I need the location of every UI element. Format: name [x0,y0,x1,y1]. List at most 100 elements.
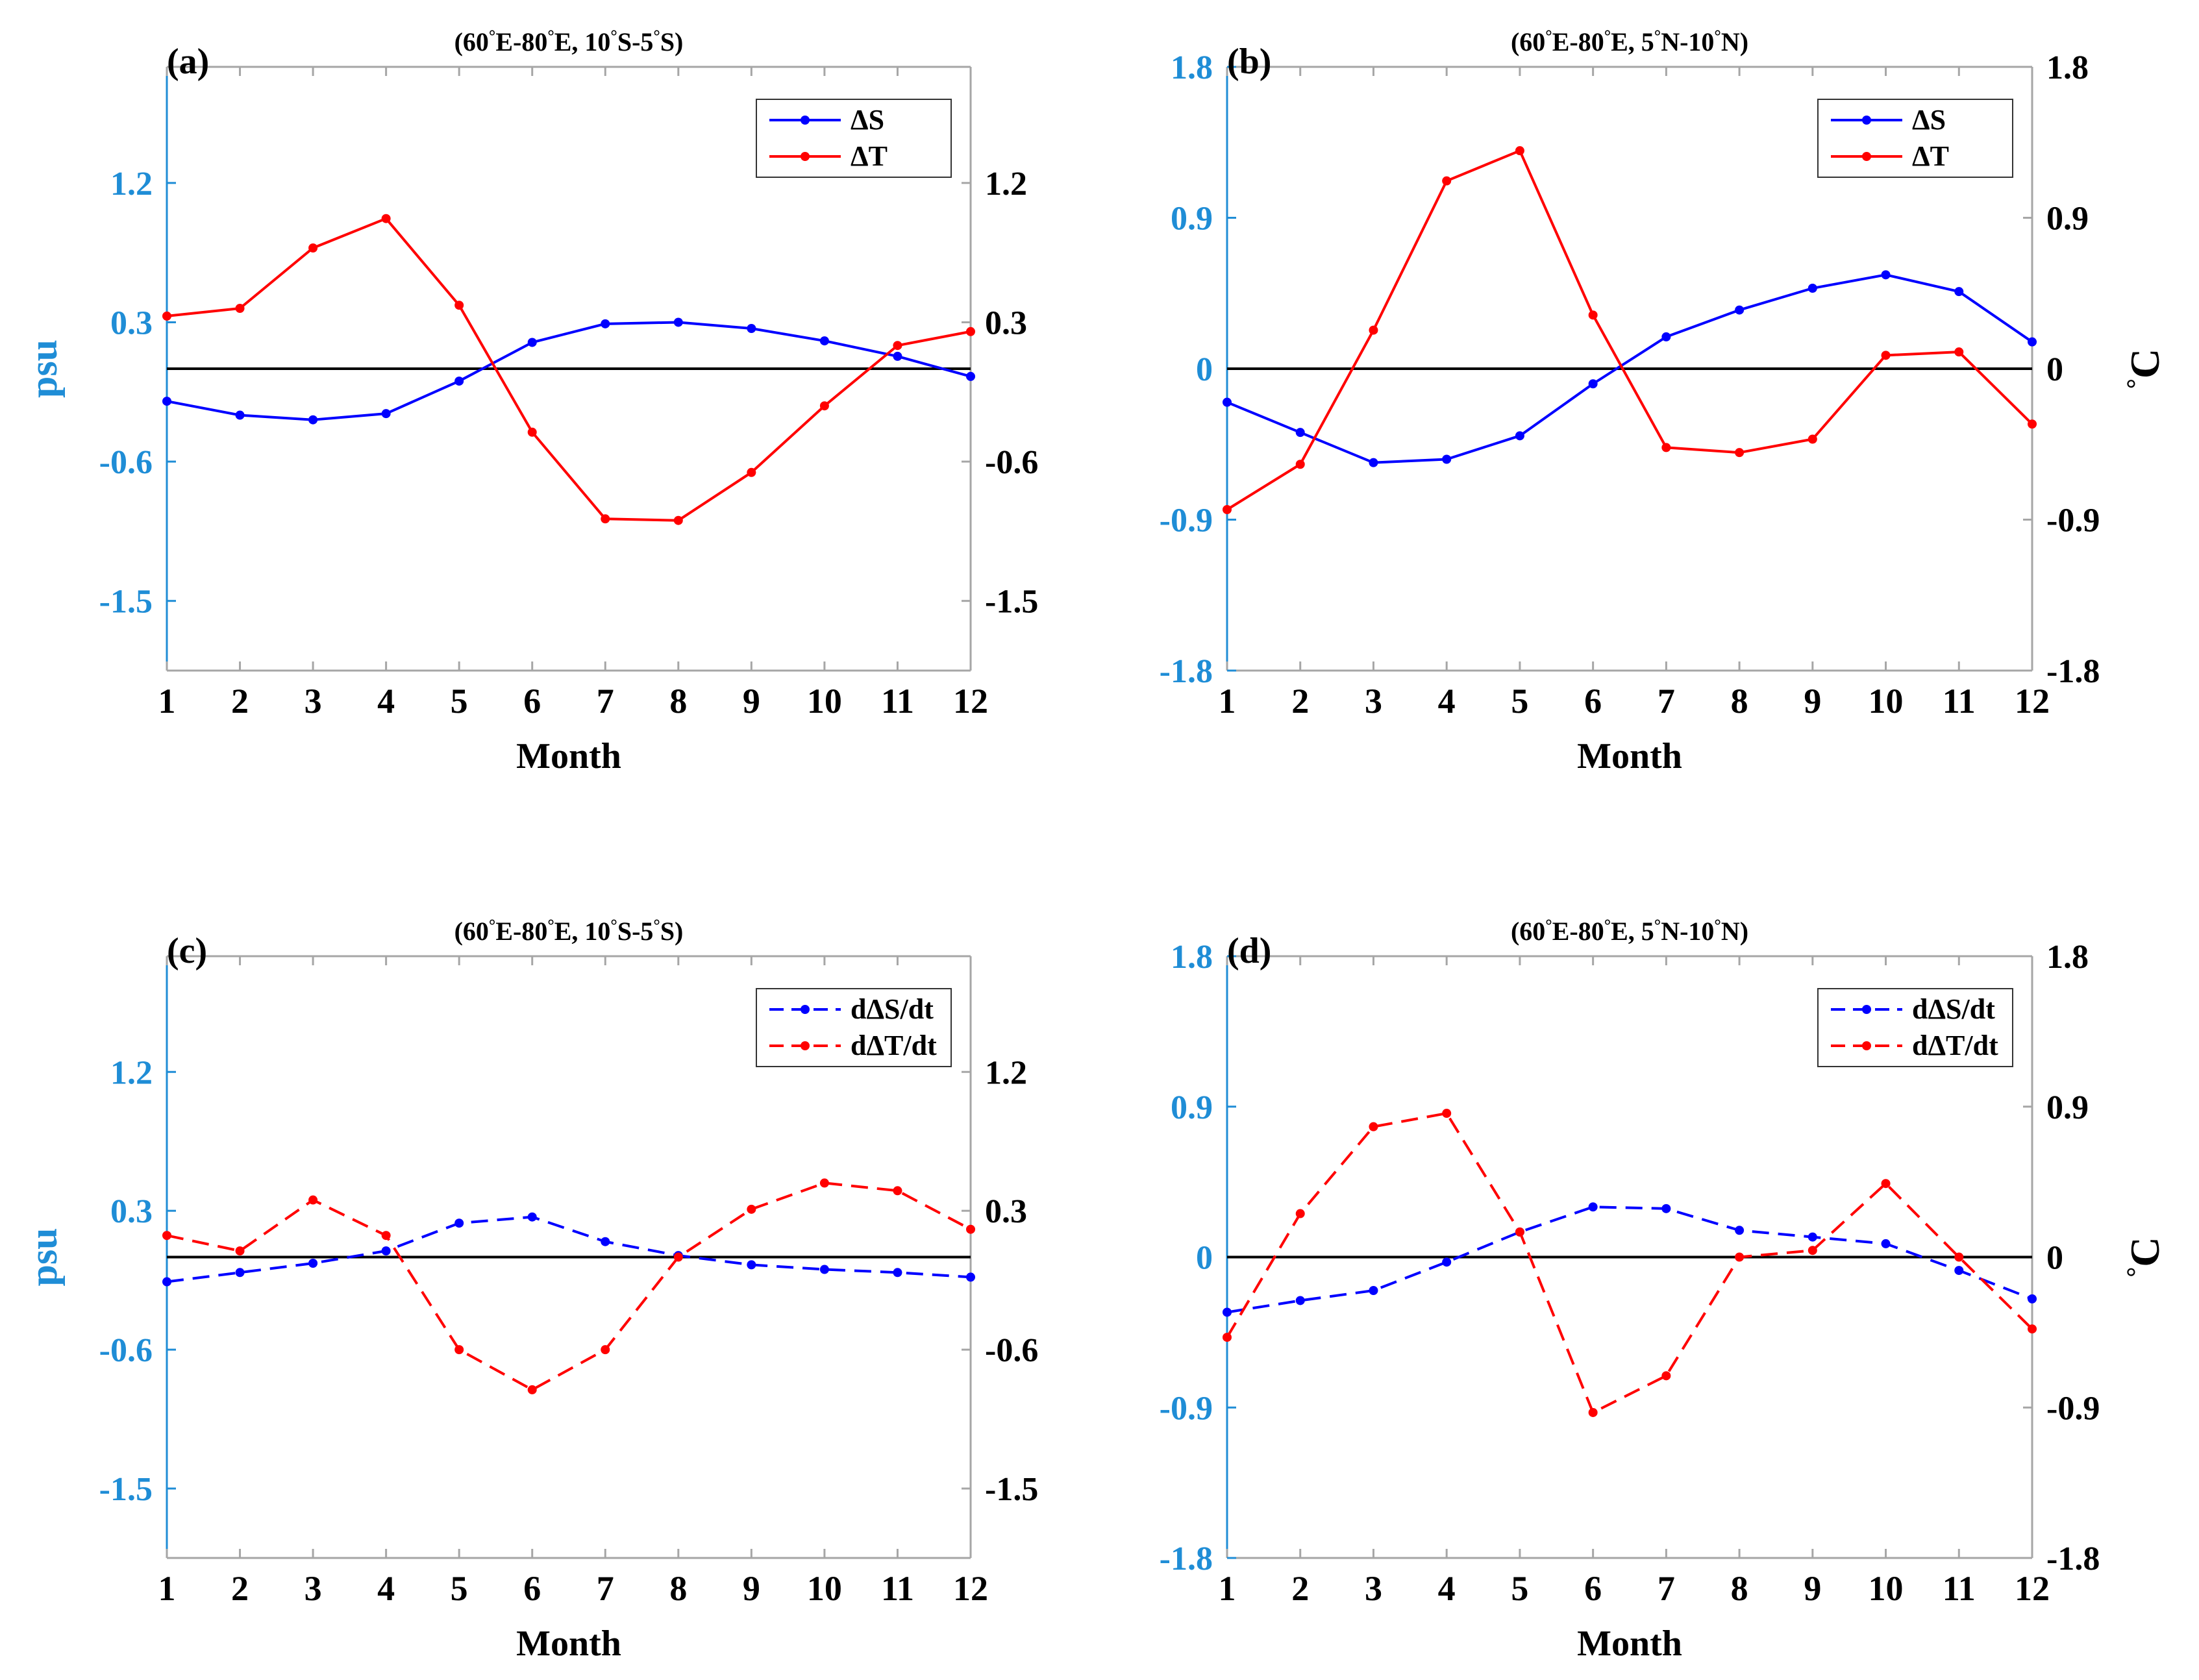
data-point [1515,431,1524,441]
x-tick-label: 2 [1291,682,1309,721]
x-tick-label: 11 [1943,1569,1976,1608]
data-point [1223,505,1232,514]
panel-label: (c) [167,931,207,971]
x-tick-label: 9 [743,1569,760,1608]
data-point [454,1218,464,1228]
data-point [1588,379,1598,389]
panel-b: 1 2 3 4 5 6 7 8 9 10 11 121.80.90-0.9-1.81.80.90-0.… [1160,27,2168,777]
x-tick-label: 4 [377,682,395,721]
panel-a: 1 2 3 4 5 6 7 8 9 10 11 121.20.3-0.6-1.51.20.3-0.6-… [22,27,1038,777]
data-point [1588,310,1598,320]
data-point [673,1252,683,1262]
y-tick-label-left: -0.9 [1160,1390,1213,1427]
x-tick-label: 11 [881,1569,914,1608]
legend-label: ΔS [851,104,884,136]
data-point [1588,1202,1598,1212]
data-point [1515,146,1524,156]
data-point [2028,337,2037,347]
data-point [1295,460,1305,469]
series-line-salinity [166,1215,971,1283]
data-point [1661,443,1671,452]
x-tick-label: 2 [231,682,249,721]
data-point [2028,419,2037,429]
data-point [1223,397,1232,407]
data-point [1515,1227,1524,1237]
data-point [1223,1333,1232,1342]
y-tick-label-right: 0 [2046,1240,2063,1277]
data-point [601,514,610,524]
data-point [893,1186,902,1196]
x-tick-label: 5 [1511,1569,1528,1608]
y-tick-label-left: 0.3 [110,304,153,341]
data-point [527,427,537,437]
data-point [1295,1209,1305,1218]
data-point [162,1231,171,1241]
data-point [747,324,756,333]
data-point [235,1246,245,1255]
y-tick-label-right: -0.9 [2046,502,2100,539]
data-point [1295,428,1305,438]
y-tick-label-left: 0 [1196,1240,1213,1277]
x-tick-label: 9 [1804,682,1821,721]
x-tick-label: 3 [304,1569,322,1608]
data-point [1954,347,1964,357]
data-point [381,409,391,419]
data-point [1588,1407,1598,1417]
data-point [1735,305,1745,315]
x-axis-label: Month [516,736,621,776]
y-tick-label-left: -1.5 [99,1471,153,1508]
data-point [1661,1371,1671,1381]
legend: dΔS/dt dΔT/dt [756,988,952,1067]
x-tick-label: 5 [1511,682,1528,721]
x-tick-label: 10 [1869,682,1904,721]
data-point [454,1345,464,1355]
panel-c: 1 2 3 4 5 6 7 8 9 10 11 121.20.3-0.6-1.51.20.3-0.6-… [22,916,1038,1664]
y-tick-label-left: 1.8 [1171,49,1213,86]
x-tick-label: 3 [304,682,322,721]
data-point [454,377,464,386]
legend-box [1817,99,2013,178]
legend-marker [801,152,810,161]
data-point [1808,1246,1817,1255]
legend-label: ΔS [1912,104,1946,136]
legend-marker [1862,152,1871,161]
y-axis-label-left: psu [22,1228,65,1286]
data-point [527,1385,537,1394]
data-point [454,301,464,310]
y-tick-label-left: 0.9 [1171,201,1213,238]
x-tick-label: 7 [1658,1569,1675,1608]
data-point [966,327,975,336]
data-point [1881,1239,1891,1248]
data-point [1369,458,1378,467]
data-point [1442,454,1452,464]
data-point [1808,1232,1817,1242]
series-line-temperature [1226,1112,2033,1414]
data-point [1954,1266,1964,1276]
legend: dΔS/dt dΔT/dt [1817,988,2013,1067]
x-tick-label: 2 [1291,1569,1309,1608]
y-tick-label-right: 1.2 [985,166,1027,203]
data-point [308,243,318,253]
x-tick-label: 1 [158,682,176,721]
x-tick-label: 3 [1365,1569,1382,1608]
y-tick-label-right: -0.9 [2046,1390,2100,1427]
panel-title: (60°E-80°E, 5°N-10°N) [1511,27,1748,57]
x-tick-label: 7 [597,682,614,721]
data-point [1735,448,1745,458]
x-tick-label: 11 [1943,682,1976,721]
data-point [1954,287,1964,297]
x-tick-label: 10 [807,1569,842,1608]
series-line-salinity [166,321,971,421]
data-point [381,1246,391,1255]
y-tick-label-left: -0.9 [1160,502,1213,539]
data-point [235,410,245,420]
data-point [1442,1257,1452,1267]
data-point [308,1195,318,1205]
y-tick-label-right: 0.3 [985,304,1027,341]
x-tick-label: 7 [1658,682,1675,721]
legend-marker [801,116,810,125]
data-point [1881,1179,1891,1189]
x-tick-label: 1 [1219,1569,1236,1608]
x-axis-label: Month [1577,1624,1682,1664]
data-point [162,311,171,321]
